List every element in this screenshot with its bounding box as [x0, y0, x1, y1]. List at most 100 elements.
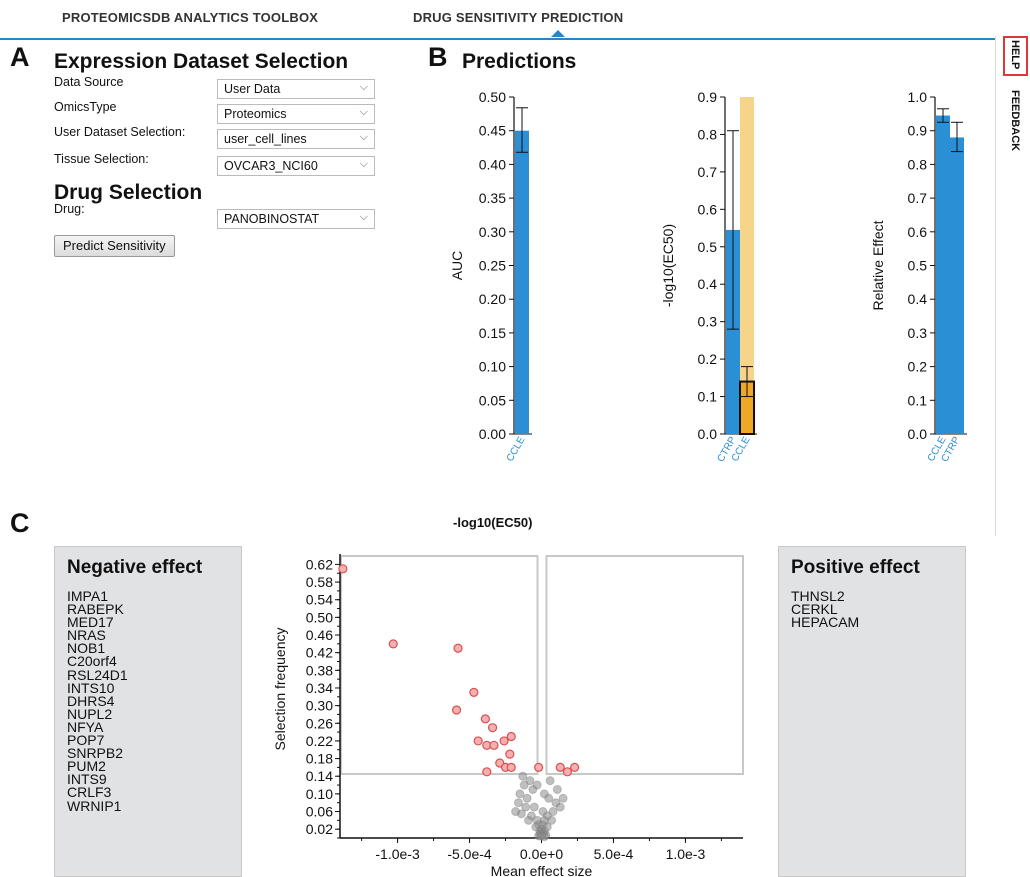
data-point	[544, 793, 554, 803]
selected-data-point	[469, 687, 479, 697]
gene-list-item: NRAS	[67, 627, 106, 644]
y-tick-label: 0.9	[698, 89, 718, 105]
data-point	[547, 815, 557, 825]
bar	[950, 137, 964, 434]
user-dataset-value: user_cell_lines	[224, 132, 307, 146]
data-source-select[interactable]: User Data ⌵	[217, 79, 375, 99]
nav-item-drug-sensitivity[interactable]: DRUG SENSITIVITY PREDICTION	[413, 10, 624, 25]
selected-data-point	[506, 731, 516, 742]
help-button[interactable]	[1003, 36, 1028, 76]
data-point	[518, 771, 528, 781]
data-point	[513, 798, 523, 808]
x-axis-label: Mean effect size	[491, 863, 593, 877]
gene-list-item: MED17	[67, 614, 114, 631]
predictions-charts: 0.00 0.05 0.10 0.15 0.20 0.25 0.30 0.35 0.40 0.45…	[449, 89, 967, 464]
omics-type-select[interactable]: Proteomics ⌵	[217, 104, 375, 124]
omics-type-value: Proteomics	[224, 107, 287, 121]
selected-data-point	[473, 736, 483, 746]
feedback-tab[interactable]: FEEDBACK	[1009, 90, 1021, 152]
y-axis-label: Relative Effect	[870, 220, 886, 310]
user-dataset-label: User Dataset Selection:	[54, 125, 186, 139]
selected-data-point	[338, 564, 348, 574]
data-point	[529, 802, 539, 812]
y-tick-label: 0.6	[908, 224, 928, 240]
selected-data-point	[505, 749, 515, 759]
y-tick-label: 0.26	[306, 715, 333, 731]
positive-effect-panel: Positive effect THNSL2 CERKL HEPACAM	[778, 546, 966, 877]
positive-gene-list: THNSL2 CERKL HEPACAM	[791, 588, 859, 629]
x-tick-label: -5.0e-4	[447, 846, 492, 862]
y-tick-label: 0.14	[306, 768, 333, 784]
user-dataset-select[interactable]: user_cell_lines ⌵	[217, 129, 375, 149]
chevron-down-icon: ⌵	[359, 106, 368, 118]
x-tick-label: 5.0e-4	[594, 846, 634, 862]
y-tick-label: 0.3	[908, 325, 928, 341]
y-tick-label: 0.05	[479, 392, 506, 408]
y-tick-label: 0.34	[306, 680, 333, 696]
y-tick-label: 0.7	[908, 190, 928, 206]
y-tick-label: 0.46	[306, 627, 333, 643]
selected-data-point	[562, 767, 573, 777]
data-point	[524, 815, 534, 825]
y-tick-label: 0.45	[479, 123, 506, 139]
y-axis-label: -log10(EC50)	[660, 224, 676, 307]
negative-effect-panel: Negative effect IMPA1 RABEPK MED17 NRAS NOB1…	[54, 546, 242, 877]
section-b-letter: B	[428, 42, 448, 72]
drug-select[interactable]: PANOBINOSTAT ⌵	[217, 209, 375, 229]
side-divider	[995, 36, 996, 536]
drug-selection-title: Drug Selection	[54, 181, 203, 204]
data-point	[552, 784, 562, 794]
y-tick-label: 0.25	[479, 258, 506, 274]
gene-list-item: DHRS4	[67, 692, 115, 709]
gene-list-item: THNSL2	[791, 588, 845, 604]
y-tick-label: 0.3	[698, 314, 718, 330]
section-c-letter: C	[10, 508, 30, 538]
volcano-plot: 0.020.06 0.10 0.140.18 0.22 0.260.30 0.34 0.38…	[272, 554, 744, 877]
data-point	[525, 776, 535, 786]
drug-label: Drug:	[54, 202, 85, 216]
expression-dataset-title: Expression Dataset Selection	[54, 50, 349, 73]
tissue-selection-label: Tissue Selection:	[54, 152, 149, 166]
y-tick-label: 1.0	[908, 89, 928, 105]
chevron-down-icon: ⌵	[359, 211, 368, 223]
gene-list-item: CRLF3	[67, 784, 112, 801]
gene-list-item: NUPL2	[67, 705, 113, 722]
data-source-label: Data Source	[54, 75, 124, 89]
tissue-selection-select[interactable]: OVCAR3_NCI60 ⌵	[217, 156, 375, 176]
gene-list-item: PUM2	[67, 758, 106, 775]
chevron-down-icon: ⌵	[359, 131, 368, 143]
gene-list-item: NFYA	[67, 718, 104, 735]
nav-item-analytics-toolbox[interactable]: PROTEOMICSDB ANALYTICS TOOLBOX	[62, 10, 319, 25]
y-tick-label: 0.10	[306, 786, 333, 802]
gene-list-item: C20orf4	[67, 653, 117, 670]
selected-data-point	[451, 705, 462, 715]
selected-data-point	[453, 643, 463, 653]
y-tick-label: 0.2	[908, 359, 928, 375]
gene-list-item: POP7	[67, 732, 105, 749]
gene-list-item: SNRPB2	[67, 745, 124, 762]
y-axis-label: Selection frequency	[272, 628, 288, 751]
y-axis-label: AUC	[449, 251, 465, 281]
help-tab-label[interactable]: HELP	[1009, 40, 1021, 70]
chevron-down-icon: ⌵	[359, 81, 368, 93]
y-tick-label: 0.2	[698, 351, 718, 367]
y-tick-label: 0.6	[698, 201, 718, 217]
predict-sensitivity-button[interactable]: Predict Sensitivity	[54, 235, 175, 257]
y-tick-label: 0.00	[479, 426, 506, 442]
y-tick-label: 0.50	[306, 609, 333, 625]
data-point	[519, 780, 529, 790]
selected-data-point	[482, 767, 492, 777]
y-tick-label: 0.22	[306, 733, 333, 749]
y-tick-label: 0.38	[306, 662, 333, 678]
y-tick-label: 0.15	[479, 325, 506, 341]
selected-data-point	[499, 736, 509, 746]
y-tick-label: 0.0	[908, 426, 928, 442]
y-tick-label: 0.9	[908, 123, 928, 139]
bar	[726, 229, 740, 434]
data-source-value: User Data	[224, 82, 281, 96]
y-tick-label: 0.02	[306, 821, 333, 837]
data-point	[532, 780, 542, 790]
x-tick-label: 1.0e-3	[666, 846, 706, 862]
gene-list-item: RSL24D1	[67, 666, 128, 683]
gene-list-item: NOB1	[67, 640, 106, 657]
